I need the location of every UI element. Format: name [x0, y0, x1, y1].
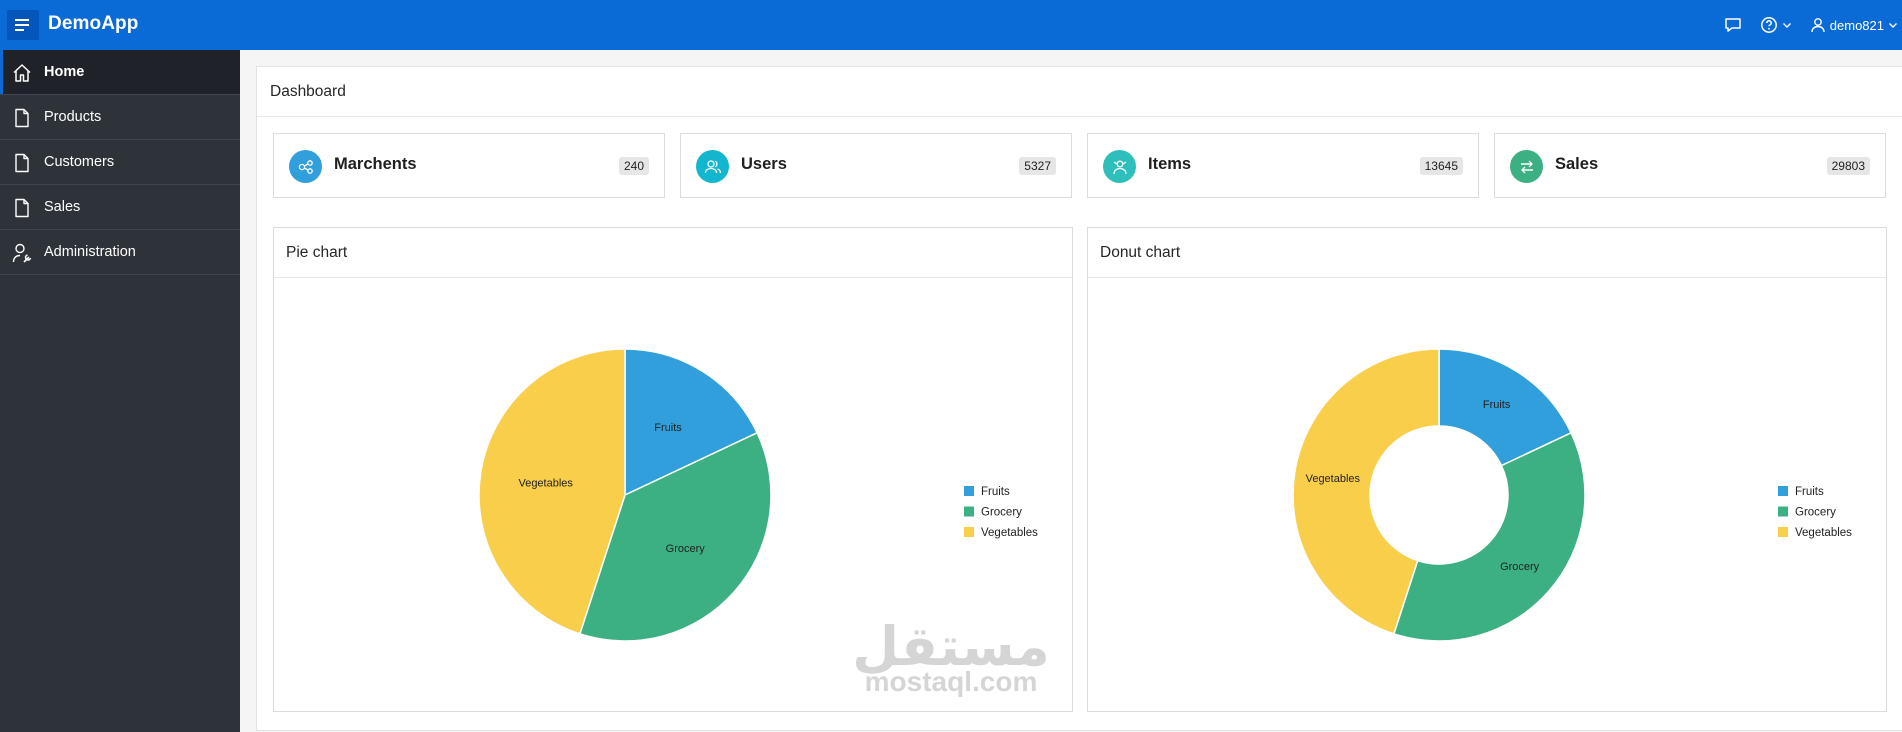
sidebar-item-customers[interactable]: Customers — [0, 140, 240, 185]
app-title[interactable]: DemoApp — [48, 13, 139, 34]
watermark-latin: mostaql.com — [864, 666, 1038, 697]
stat-card-marchents[interactable]: Marchents 240 — [273, 133, 665, 198]
sidebar-item-administration[interactable]: Administration — [0, 230, 240, 275]
legend-entry[interactable]: Fruits — [981, 486, 1010, 498]
dashboard-region: Dashboard Marchents 240 Users 5327 — [256, 66, 1902, 731]
legend-swatch — [964, 527, 974, 537]
document-icon — [15, 108, 29, 128]
sidebar-item-label: Administration — [44, 244, 136, 260]
sidebar-item-sales[interactable]: Sales — [0, 185, 240, 230]
pie-slice-fruits[interactable] — [624, 348, 759, 497]
slice-label: Vegetables — [518, 477, 573, 489]
legend-swatch — [1778, 506, 1788, 517]
legend-entry[interactable]: Grocery — [981, 507, 1022, 519]
sidebar-item-label: Products — [44, 109, 102, 125]
exchange-arrows-icon — [1510, 150, 1543, 183]
panel-title: Pie chart — [274, 228, 1072, 278]
legend-entry[interactable]: Grocery — [1795, 507, 1836, 519]
user-icon — [1811, 18, 1825, 33]
watermark: مستقل mostaql.com — [851, 620, 1051, 696]
chevron-down-icon — [1782, 23, 1791, 28]
donut-chart: Fruits Grocery Vegetables Fruits Grocery Vege… — [1292, 348, 1852, 642]
stat-card-label: Users — [741, 155, 787, 173]
hamburger-icon — [15, 19, 29, 21]
stat-card-label: Items — [1148, 155, 1192, 173]
pie-slice-grocery[interactable] — [578, 431, 772, 642]
legend-entry[interactable]: Vegetables — [981, 527, 1038, 539]
slice-label: Grocery — [666, 543, 706, 555]
stat-card-users[interactable]: Users 5327 — [680, 133, 1072, 198]
sidebar-nav: Home Products Customers Sales Administra… — [0, 50, 240, 732]
help-icon — [1760, 17, 1777, 33]
legend-entry[interactable]: Fruits — [1795, 486, 1824, 498]
menu-toggle-button[interactable] — [7, 10, 39, 40]
pie-slice-vegetables[interactable] — [1292, 348, 1440, 635]
slice-label: Fruits — [1483, 399, 1511, 411]
hamburger-icon-line — [15, 29, 24, 31]
stat-card-sales[interactable]: Sales 29803 — [1494, 133, 1886, 198]
stat-card-count-badge: 240 — [618, 157, 649, 175]
user-wrench-icon — [12, 243, 32, 263]
stat-card-label: Sales — [1555, 155, 1599, 173]
users-icon — [696, 150, 729, 183]
legend-swatch — [1778, 527, 1788, 537]
feedback-button[interactable] — [1724, 16, 1742, 34]
sidebar-item-home[interactable]: Home — [0, 50, 240, 95]
help-menu-button[interactable] — [1760, 16, 1792, 34]
watermark-arabic: مستقل — [852, 615, 1051, 678]
username-label: demo821 — [1829, 17, 1884, 33]
pie-slice-vegetables[interactable] — [478, 348, 626, 635]
sidebar-item-label: Sales — [44, 199, 81, 215]
slice-label: Fruits — [654, 422, 682, 434]
legend-swatch — [964, 486, 974, 496]
sidebar-item-label: Home — [44, 64, 85, 80]
chevron-down-icon — [1889, 23, 1897, 28]
user-menu-button[interactable]: demo821 — [1810, 17, 1898, 33]
legend-entry[interactable]: Vegetables — [1795, 527, 1852, 539]
pie-slice-fruits[interactable] — [1438, 348, 1573, 467]
stat-card-count-badge: 5327 — [1019, 157, 1056, 175]
stat-card-items[interactable]: Items 13645 — [1087, 133, 1479, 198]
stat-card-count-badge: 29803 — [1826, 157, 1870, 175]
legend-swatch — [1778, 486, 1788, 496]
pie-chart-panel: Pie chart Fruits Grocery Vegetables Fruits G… — [273, 227, 1073, 712]
sidebar-item-label: Customers — [44, 154, 115, 170]
sidebar-item-products[interactable]: Products — [0, 95, 240, 140]
chat-bubble-icon — [1725, 18, 1741, 32]
panel-title: Donut chart — [1088, 228, 1886, 278]
hamburger-icon-line — [15, 24, 29, 26]
main-content: Dashboard Marchents 240 Users 5327 — [240, 50, 1902, 732]
pie-slice-grocery[interactable] — [1392, 431, 1586, 642]
top-bar: DemoApp demo821 — [0, 0, 1902, 50]
stat-card-count-badge: 13645 — [1419, 157, 1463, 175]
pie-chart: Fruits Grocery Vegetables Fruits Grocery Vege… — [478, 348, 1038, 642]
stat-card-label: Marchents — [334, 155, 417, 173]
page-title: Dashboard — [257, 67, 1902, 117]
donut-chart-panel: Donut chart Fruits Grocery Vegetables Fruit… — [1087, 227, 1887, 712]
document-icon — [15, 153, 29, 173]
items-icon — [1103, 150, 1136, 183]
slice-label: Vegetables — [1306, 473, 1361, 485]
legend-swatch — [964, 506, 974, 517]
slice-label: Grocery — [1500, 561, 1540, 573]
home-icon — [13, 64, 31, 82]
document-icon — [15, 198, 29, 218]
share-nodes-icon — [289, 150, 322, 183]
